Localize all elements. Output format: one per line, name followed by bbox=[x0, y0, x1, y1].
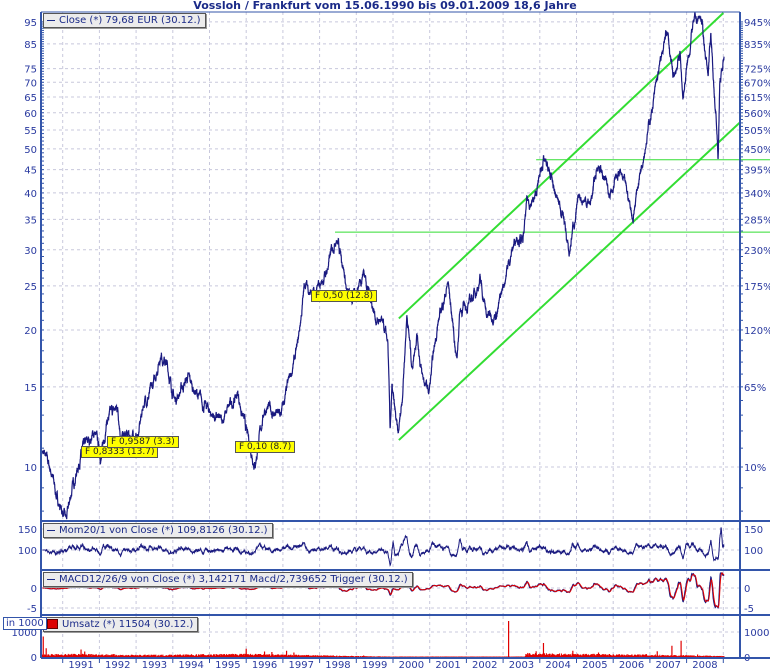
right-tick-label: 65% bbox=[744, 383, 766, 394]
momentum-line bbox=[42, 527, 725, 567]
x-axis-year-label: 1998 bbox=[325, 660, 350, 671]
left-tick-label: 40 bbox=[24, 189, 37, 200]
macd-tick-left: -5 bbox=[27, 604, 37, 615]
volume-tick-left: 0 bbox=[31, 653, 37, 664]
x-axis-year-label: 2001 bbox=[435, 660, 460, 671]
x-axis-year-label: 1991 bbox=[68, 660, 93, 671]
momentum-tick-left: 100 bbox=[18, 546, 37, 557]
left-tick-label: 35 bbox=[24, 215, 37, 226]
volume-tick-right: 1000 bbox=[744, 628, 769, 639]
right-tick-label: 395% bbox=[744, 166, 770, 177]
x-axis-year-label: 2004 bbox=[545, 660, 570, 671]
momentum-tick-right: 150 bbox=[744, 525, 763, 536]
left-tick-label: 15 bbox=[24, 383, 37, 394]
x-axis-year-label: 2006 bbox=[619, 660, 644, 671]
right-tick-label: 175% bbox=[744, 282, 770, 293]
legend-macd: MACD12/26/9 von Close (*) 3,142171 Macd/… bbox=[43, 572, 413, 587]
right-tick-label: 945% bbox=[744, 18, 770, 29]
volume-unit-label: in 1000 bbox=[3, 617, 47, 630]
trend-channel-upper bbox=[398, 12, 724, 320]
x-axis-year-label: 2008 bbox=[692, 660, 717, 671]
left-tick-label: 75 bbox=[24, 65, 37, 76]
left-tick-label: 10 bbox=[24, 463, 37, 474]
legend-price: Close (*) 79,68 EUR (30.12.) bbox=[43, 13, 206, 28]
right-tick-label: 120% bbox=[744, 326, 770, 337]
left-tick-label: 60 bbox=[24, 109, 37, 120]
dividend-annotation: F 0,10 (8.7) bbox=[235, 441, 296, 453]
right-tick-label: 835% bbox=[744, 40, 770, 51]
x-axis-year-label: 2000 bbox=[399, 660, 424, 671]
left-tick-label: 25 bbox=[24, 282, 37, 293]
left-tick-label: 95 bbox=[24, 18, 37, 29]
x-axis-year-label: 1999 bbox=[362, 660, 387, 671]
right-tick-label: 450% bbox=[744, 145, 770, 156]
chart-title: Vossloh / Frankfurt vom 15.06.1990 bis 0… bbox=[193, 0, 577, 12]
dividend-annotation: F 0,9587 (3.3) bbox=[107, 436, 179, 448]
x-axis-year-label: 2007 bbox=[656, 660, 681, 671]
price-line bbox=[41, 12, 725, 520]
right-tick-label: 725% bbox=[744, 65, 770, 76]
legend-volume-text: Umsatz (*) 11504 (30.12.) bbox=[62, 619, 194, 630]
x-axis-year-label: 2002 bbox=[472, 660, 497, 671]
legend-momentum-text: Mom20/1 von Close (*) 109,8126 (30.12.) bbox=[59, 525, 268, 536]
x-axis-year-label: 1992 bbox=[105, 660, 130, 671]
macd-trigger-line bbox=[42, 572, 725, 608]
legend-momentum: Mom20/1 von Close (*) 109,8126 (30.12.) bbox=[43, 523, 273, 538]
trend-channel-lower bbox=[398, 121, 742, 441]
right-tick-label: 615% bbox=[744, 93, 770, 104]
dividend-annotation: F 0,50 (12.8) bbox=[311, 290, 377, 302]
legend-volume: Umsatz (*) 11504 (30.12.) bbox=[43, 617, 199, 632]
line-swatch-icon bbox=[47, 19, 55, 21]
macd-tick-right: 0 bbox=[744, 584, 750, 595]
left-tick-label: 70 bbox=[24, 78, 37, 89]
left-tick-label: 50 bbox=[24, 145, 37, 156]
x-axis-year-label: 1995 bbox=[215, 660, 240, 671]
right-tick-label: 560% bbox=[744, 109, 770, 120]
legend-price-text: Close (*) 79,68 EUR (30.12.) bbox=[59, 15, 201, 26]
right-tick-label: 285% bbox=[744, 215, 770, 226]
macd-tick-left: 0 bbox=[31, 584, 37, 595]
left-tick-label: 45 bbox=[24, 166, 37, 177]
x-axis-year-label: 1994 bbox=[178, 660, 203, 671]
left-tick-label: 20 bbox=[24, 326, 37, 337]
right-tick-label: 670% bbox=[744, 78, 770, 89]
left-tick-label: 65 bbox=[24, 93, 37, 104]
x-axis-year-label: 1993 bbox=[142, 660, 167, 671]
left-tick-label: 30 bbox=[24, 246, 37, 257]
line-swatch-icon bbox=[47, 529, 55, 531]
right-tick-label: 505% bbox=[744, 126, 770, 137]
legend-macd-text: MACD12/26/9 von Close (*) 3,142171 Macd/… bbox=[59, 574, 408, 585]
line-swatch-icon bbox=[47, 578, 55, 580]
right-tick-label: 230% bbox=[744, 246, 770, 257]
volume-tick-left: 1000 bbox=[12, 628, 37, 639]
bar-swatch-icon bbox=[47, 619, 58, 629]
momentum-tick-left: 150 bbox=[18, 525, 37, 536]
left-tick-label: 55 bbox=[24, 126, 37, 137]
x-axis-year-label: 1997 bbox=[289, 660, 314, 671]
x-axis-year-label: 2005 bbox=[582, 660, 607, 671]
x-axis-year-label: 1996 bbox=[252, 660, 277, 671]
left-tick-label: 85 bbox=[24, 40, 37, 51]
right-tick-label: 10% bbox=[744, 463, 766, 474]
momentum-tick-right: 100 bbox=[744, 546, 763, 557]
x-axis-year-label: 2003 bbox=[509, 660, 534, 671]
right-tick-label: 340% bbox=[744, 189, 770, 200]
macd-tick-right: -5 bbox=[744, 604, 754, 615]
